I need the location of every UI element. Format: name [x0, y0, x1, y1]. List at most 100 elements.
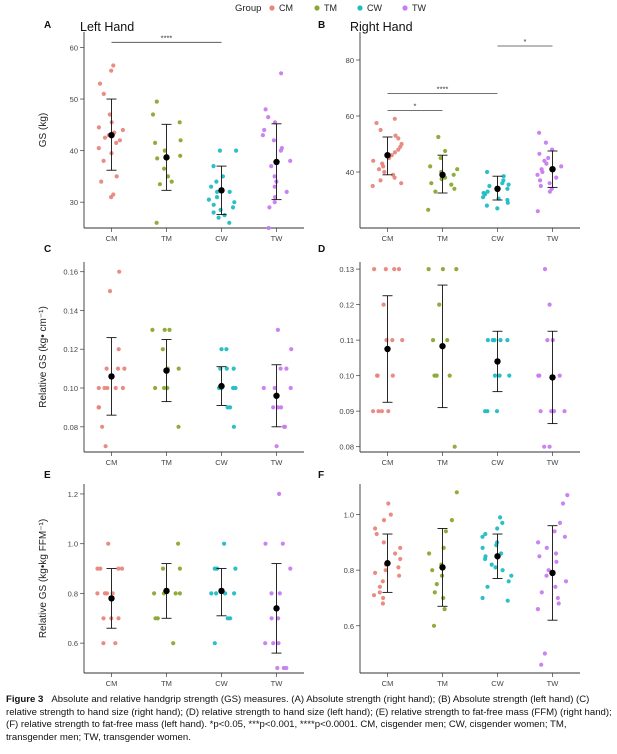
data-point — [373, 526, 378, 531]
data-point — [538, 409, 543, 414]
data-point — [261, 385, 266, 391]
significance-label: * — [524, 37, 527, 46]
panel-label: C — [44, 244, 51, 255]
x-tick-label: TM — [437, 234, 448, 243]
data-point — [507, 373, 512, 378]
data-point — [372, 267, 377, 272]
data-point — [547, 189, 553, 194]
data-point — [169, 179, 174, 184]
data-point — [176, 541, 181, 546]
data-point — [116, 347, 121, 352]
data-point — [399, 181, 404, 186]
y-tick-label: 50 — [70, 95, 78, 104]
data-point — [116, 616, 121, 621]
data-point — [452, 186, 457, 191]
data-point — [277, 591, 282, 596]
data-point — [222, 213, 227, 218]
legend-label-cm: CM — [279, 3, 293, 13]
data-point — [215, 189, 220, 194]
data-point — [269, 591, 274, 596]
data-point — [155, 156, 160, 161]
data-point — [537, 554, 542, 559]
data-point — [263, 641, 268, 646]
data-point — [535, 607, 541, 612]
panel-label: A — [44, 20, 51, 31]
data-point — [150, 112, 156, 117]
data-point — [113, 385, 118, 391]
data-point — [104, 591, 109, 596]
data-point — [386, 501, 391, 506]
data-point — [388, 512, 393, 517]
data-point — [432, 590, 437, 595]
data-point — [288, 566, 293, 571]
data-point — [278, 148, 283, 153]
caption-text: Absolute and relative handgrip strength … — [6, 694, 612, 743]
data-point — [214, 591, 219, 596]
data-point — [554, 175, 559, 180]
data-point — [224, 347, 229, 352]
data-point — [277, 491, 282, 496]
data-point — [176, 424, 181, 429]
data-point — [378, 178, 383, 183]
data-point — [494, 409, 500, 414]
data-point — [546, 155, 551, 161]
data-point — [209, 184, 214, 189]
data-point — [396, 136, 401, 141]
data-point — [562, 534, 568, 539]
x-tick-label: TM — [161, 679, 172, 688]
data-point — [392, 175, 397, 180]
y-tick-label: 0.08 — [63, 423, 78, 432]
data-point — [427, 551, 432, 556]
data-point — [276, 405, 281, 410]
y-tick-label: 80 — [346, 56, 354, 65]
significance-label: * — [414, 101, 417, 110]
data-point — [107, 112, 112, 117]
data-point — [117, 269, 122, 274]
x-tick-label: CM — [382, 234, 394, 243]
data-point — [506, 579, 511, 584]
data-point — [153, 616, 158, 621]
data-point — [547, 181, 552, 186]
data-point — [392, 267, 397, 272]
data-point — [272, 200, 277, 205]
y-tick-label: 30 — [70, 198, 78, 207]
data-point — [102, 135, 108, 140]
data-point — [271, 641, 276, 646]
data-point — [557, 373, 562, 378]
data-point — [380, 579, 385, 584]
data-point — [288, 385, 293, 391]
data-point — [389, 153, 394, 158]
data-point — [272, 385, 277, 391]
mean-point — [108, 131, 115, 139]
data-point — [485, 169, 490, 175]
y-tick-label: 0.11 — [340, 336, 354, 345]
data-point — [380, 601, 385, 606]
data-point — [539, 662, 544, 667]
data-point — [398, 545, 403, 551]
data-point — [374, 120, 379, 126]
mean-point — [384, 345, 391, 353]
x-tick-label: TM — [161, 458, 172, 467]
data-point — [100, 424, 105, 429]
x-tick-label: CM — [106, 458, 118, 467]
y-axis-title: Relative GS (kg•kg FFM⁻¹) — [38, 519, 49, 638]
data-point — [559, 164, 564, 169]
data-point — [505, 598, 510, 603]
data-point — [271, 138, 276, 143]
data-point — [284, 189, 289, 194]
data-point — [214, 195, 220, 200]
panel-label: E — [44, 470, 51, 481]
legend-label-cw: CW — [367, 3, 382, 13]
data-point — [152, 591, 157, 596]
data-point — [447, 373, 452, 378]
data-point — [281, 665, 286, 671]
x-tick-label: CW — [491, 679, 504, 688]
data-point — [113, 641, 118, 646]
data-point — [542, 267, 548, 272]
legend-label-tm: TM — [324, 3, 337, 13]
x-tick-label: CW — [491, 458, 504, 467]
data-point — [490, 338, 495, 343]
data-point — [484, 203, 489, 208]
data-point — [176, 366, 181, 371]
